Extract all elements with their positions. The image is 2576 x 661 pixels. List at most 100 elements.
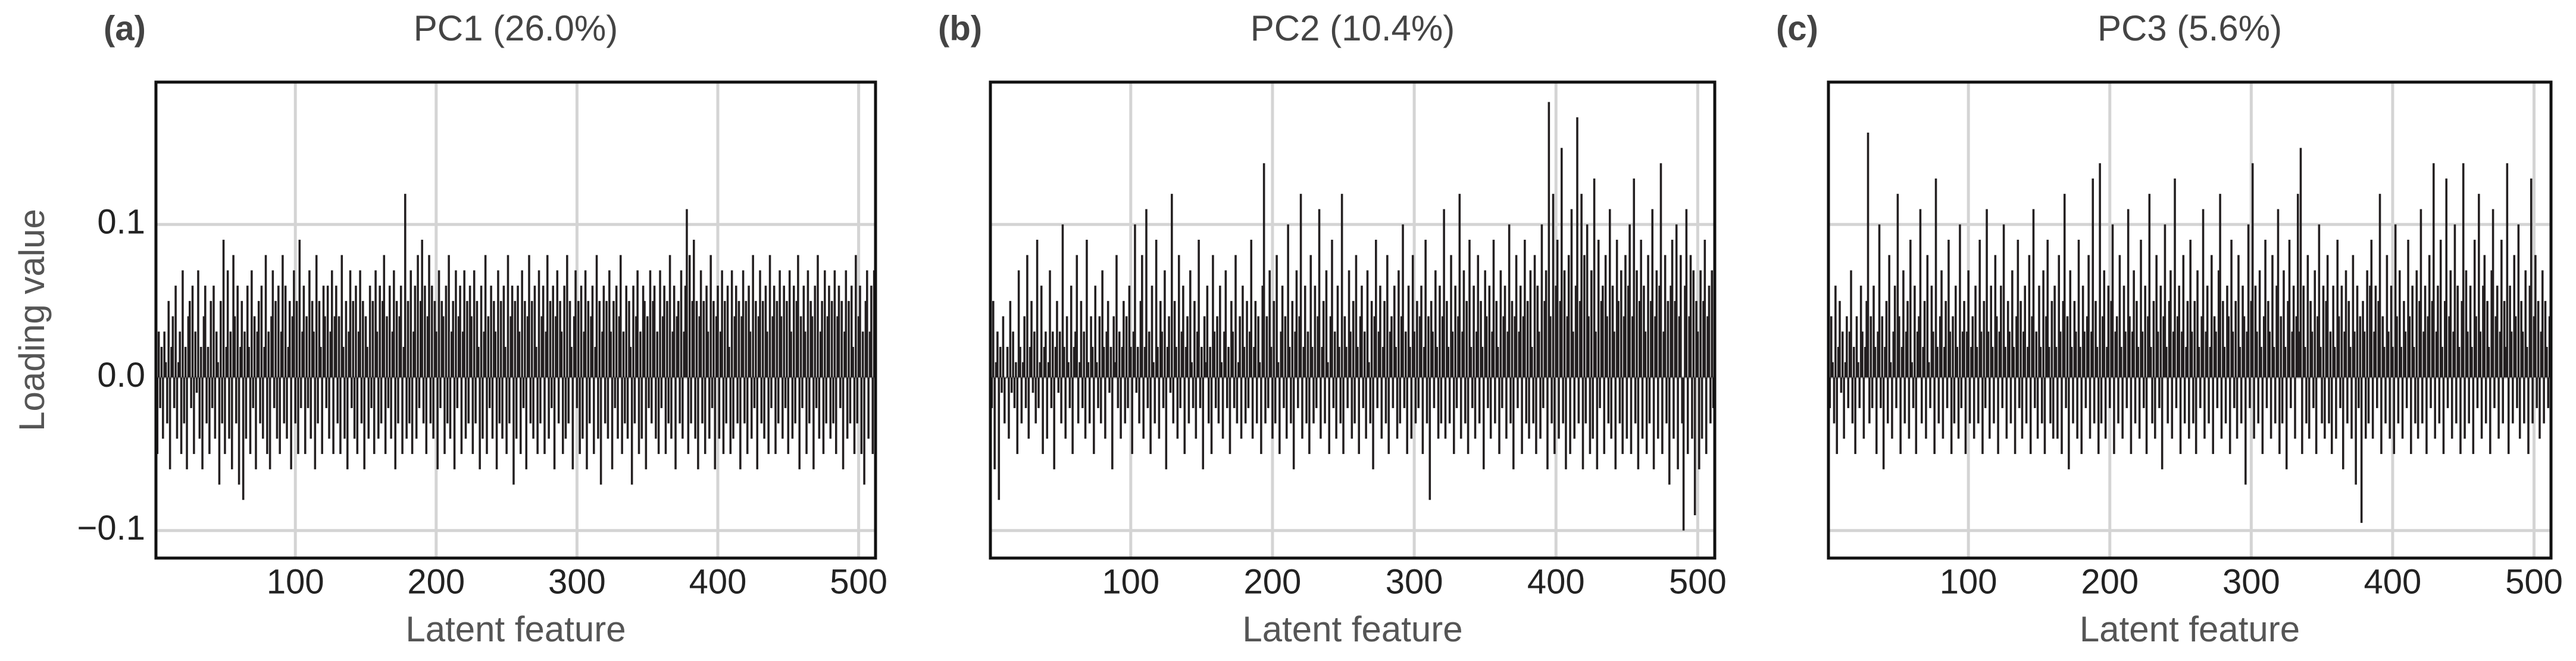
bar — [1980, 331, 1983, 378]
bar — [1202, 377, 1205, 469]
bar — [2096, 347, 2099, 378]
bar — [1026, 255, 1028, 378]
bar — [736, 377, 739, 424]
bar — [1539, 377, 1542, 439]
x-axis-label: Latent feature — [2080, 609, 2300, 649]
bar — [390, 377, 392, 439]
bar — [2380, 377, 2383, 455]
bar — [1270, 347, 1273, 378]
bar — [1578, 300, 1581, 378]
bar — [1517, 377, 1519, 408]
bar — [857, 316, 860, 378]
bar — [2383, 347, 2386, 378]
bar — [466, 300, 468, 378]
bar — [2523, 377, 2525, 424]
bar — [995, 362, 998, 378]
bar — [1210, 377, 1213, 455]
bar — [1233, 377, 1236, 408]
bar — [160, 347, 163, 378]
bar — [455, 270, 457, 378]
bar — [1861, 331, 1864, 378]
bar — [2306, 255, 2309, 378]
bar — [459, 286, 461, 378]
bar — [2437, 286, 2439, 378]
bar — [2032, 209, 2035, 378]
bar — [2461, 300, 2464, 378]
bar — [2473, 239, 2476, 378]
bar — [560, 331, 563, 378]
bar — [2006, 300, 2009, 378]
bar — [311, 300, 314, 378]
bar — [2353, 331, 2356, 378]
bar — [359, 270, 361, 378]
bar — [771, 316, 774, 378]
bar — [2528, 286, 2531, 378]
bar — [1709, 377, 1712, 424]
bar — [2343, 331, 2346, 378]
bar — [2468, 377, 2470, 424]
bar — [2490, 270, 2493, 378]
bar — [2288, 239, 2291, 378]
bar — [681, 377, 684, 439]
bar — [1638, 300, 1641, 378]
bar — [767, 377, 770, 455]
bar — [2294, 377, 2296, 439]
bar — [1505, 377, 1508, 439]
bar — [1164, 270, 1166, 378]
bar — [1420, 286, 1423, 378]
bar — [2513, 255, 2516, 378]
bar — [1115, 255, 1118, 378]
bar — [252, 377, 255, 408]
bar — [1532, 377, 1534, 424]
bar — [1855, 316, 1858, 378]
bar — [293, 270, 295, 378]
bar — [1206, 286, 1209, 378]
bar — [1555, 286, 1558, 378]
bar — [1086, 239, 1088, 378]
bar — [497, 270, 499, 378]
bar — [2370, 239, 2373, 378]
bar — [295, 300, 298, 378]
bar — [1692, 270, 1695, 378]
bar — [821, 300, 823, 378]
bar — [190, 377, 192, 408]
bar — [1902, 270, 1905, 378]
bar — [501, 377, 504, 439]
bar — [1017, 270, 1020, 378]
bar — [414, 286, 417, 378]
bar — [1867, 132, 1870, 378]
bar — [291, 316, 294, 378]
bar — [1991, 347, 1994, 378]
bar — [442, 316, 445, 378]
bar — [764, 286, 767, 378]
bar — [812, 377, 815, 469]
bar — [2421, 377, 2424, 424]
bar — [398, 316, 401, 378]
bar — [228, 377, 230, 439]
bar — [786, 300, 788, 378]
bar — [1031, 377, 1034, 393]
bar — [530, 300, 533, 378]
bar — [402, 347, 405, 378]
bar — [1662, 331, 1665, 378]
bar — [446, 377, 449, 424]
bar — [1698, 377, 1700, 469]
bar — [179, 331, 181, 378]
bar — [159, 377, 161, 408]
bar — [218, 377, 221, 485]
bar — [1703, 239, 1706, 378]
bar — [866, 270, 868, 378]
bar — [1281, 286, 1284, 378]
bar — [2500, 239, 2503, 378]
bar — [317, 377, 319, 424]
bar — [409, 270, 412, 378]
bar — [312, 331, 315, 378]
bar — [1643, 286, 1645, 378]
bar — [2531, 377, 2534, 424]
bar — [477, 347, 480, 378]
bar — [2011, 270, 2014, 378]
bar — [725, 377, 727, 424]
bar — [1156, 347, 1159, 378]
bar — [859, 286, 861, 378]
bar — [1024, 377, 1027, 408]
